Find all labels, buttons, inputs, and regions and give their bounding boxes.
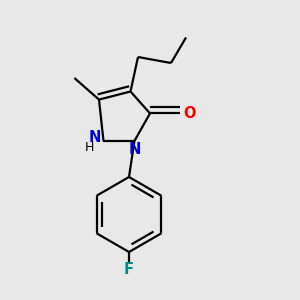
Text: H: H: [85, 141, 94, 154]
Text: N: N: [89, 130, 101, 146]
Text: N: N: [129, 142, 141, 157]
Text: F: F: [124, 262, 134, 278]
Text: O: O: [183, 106, 195, 122]
